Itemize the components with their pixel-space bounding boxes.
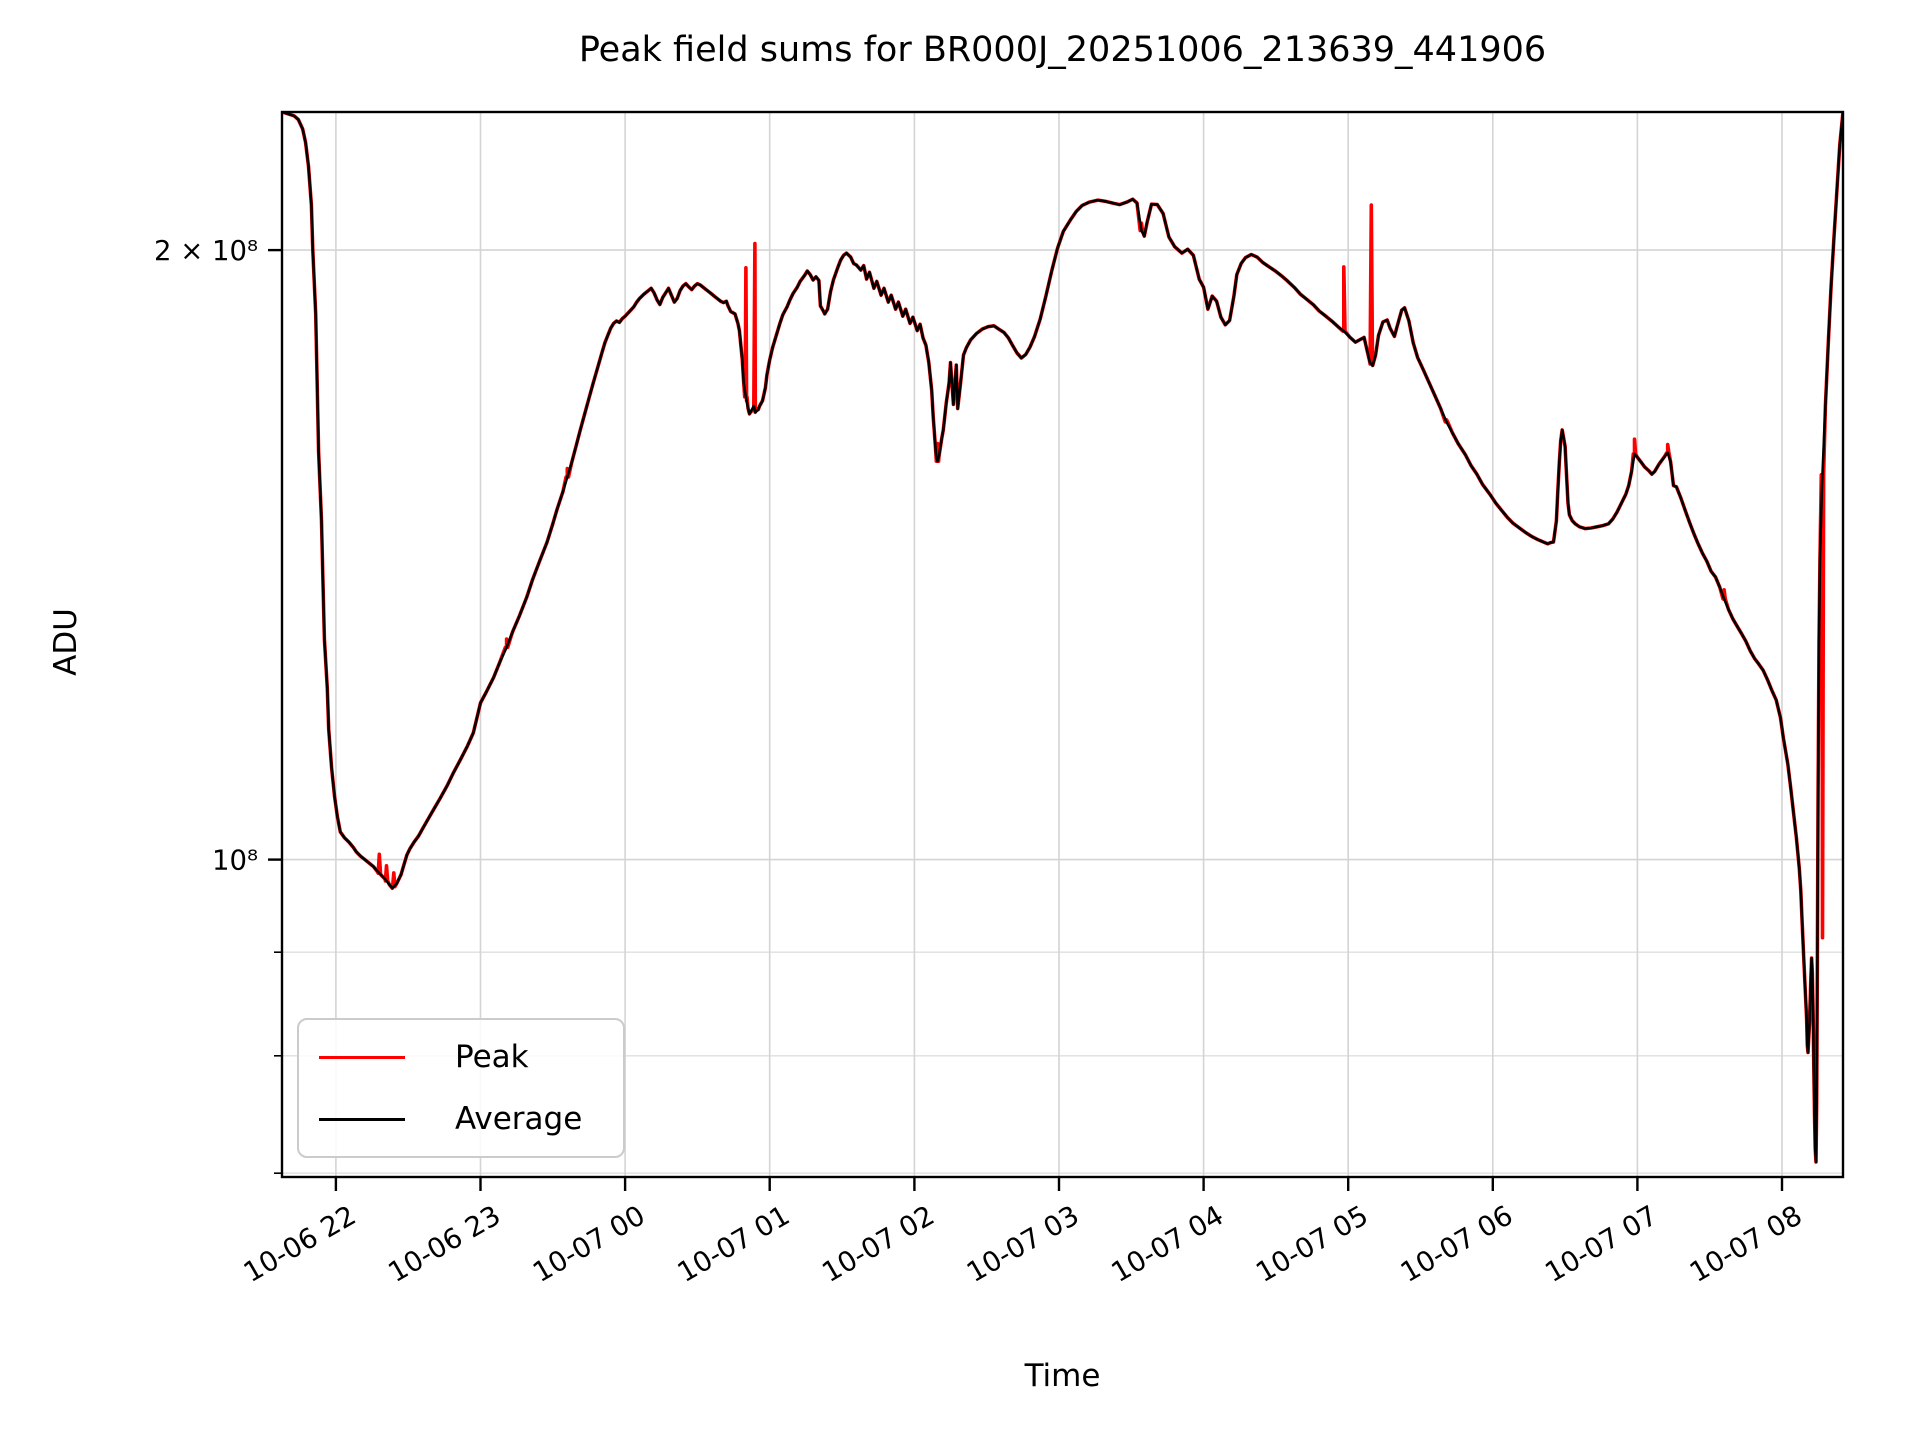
x-tick-label: 10-07 07 [1540,1199,1663,1289]
plot-border [280,110,1845,1179]
legend: Peak Average [297,1018,625,1158]
y-tick-label: 2 × 10⁸ [154,235,258,267]
legend-line-sample [319,1117,405,1121]
x-tick-label: 10-07 03 [961,1199,1084,1289]
chart-title: Peak field sums for BR000J_20251006_2136… [578,30,1547,70]
average-line [282,112,1843,1164]
legend-line-sample [319,1055,405,1059]
x-tick-label: 10-07 08 [1684,1199,1807,1289]
legend-label: Peak [455,1039,529,1075]
x-tick-label: 10-07 01 [672,1199,795,1289]
legend-label: Average [455,1101,583,1137]
x-tick-label: 10-07 06 [1395,1199,1518,1289]
legend-entry-average: Average [319,1101,623,1137]
x-tick-label: 10-07 04 [1106,1199,1229,1289]
legend-entry-peak: Peak [319,1039,623,1075]
x-tick-label: 10-07 00 [528,1199,651,1289]
x-tick-label: 10-06 22 [238,1199,361,1289]
x-axis-label: Time [1024,1358,1101,1394]
x-tick-label: 10-06 23 [383,1199,506,1289]
x-tick-label: 10-07 05 [1251,1199,1374,1289]
y-tick-label: 10⁸ [212,845,258,877]
x-tick-label: 10-07 02 [817,1199,940,1289]
peak-line [282,112,1843,1164]
